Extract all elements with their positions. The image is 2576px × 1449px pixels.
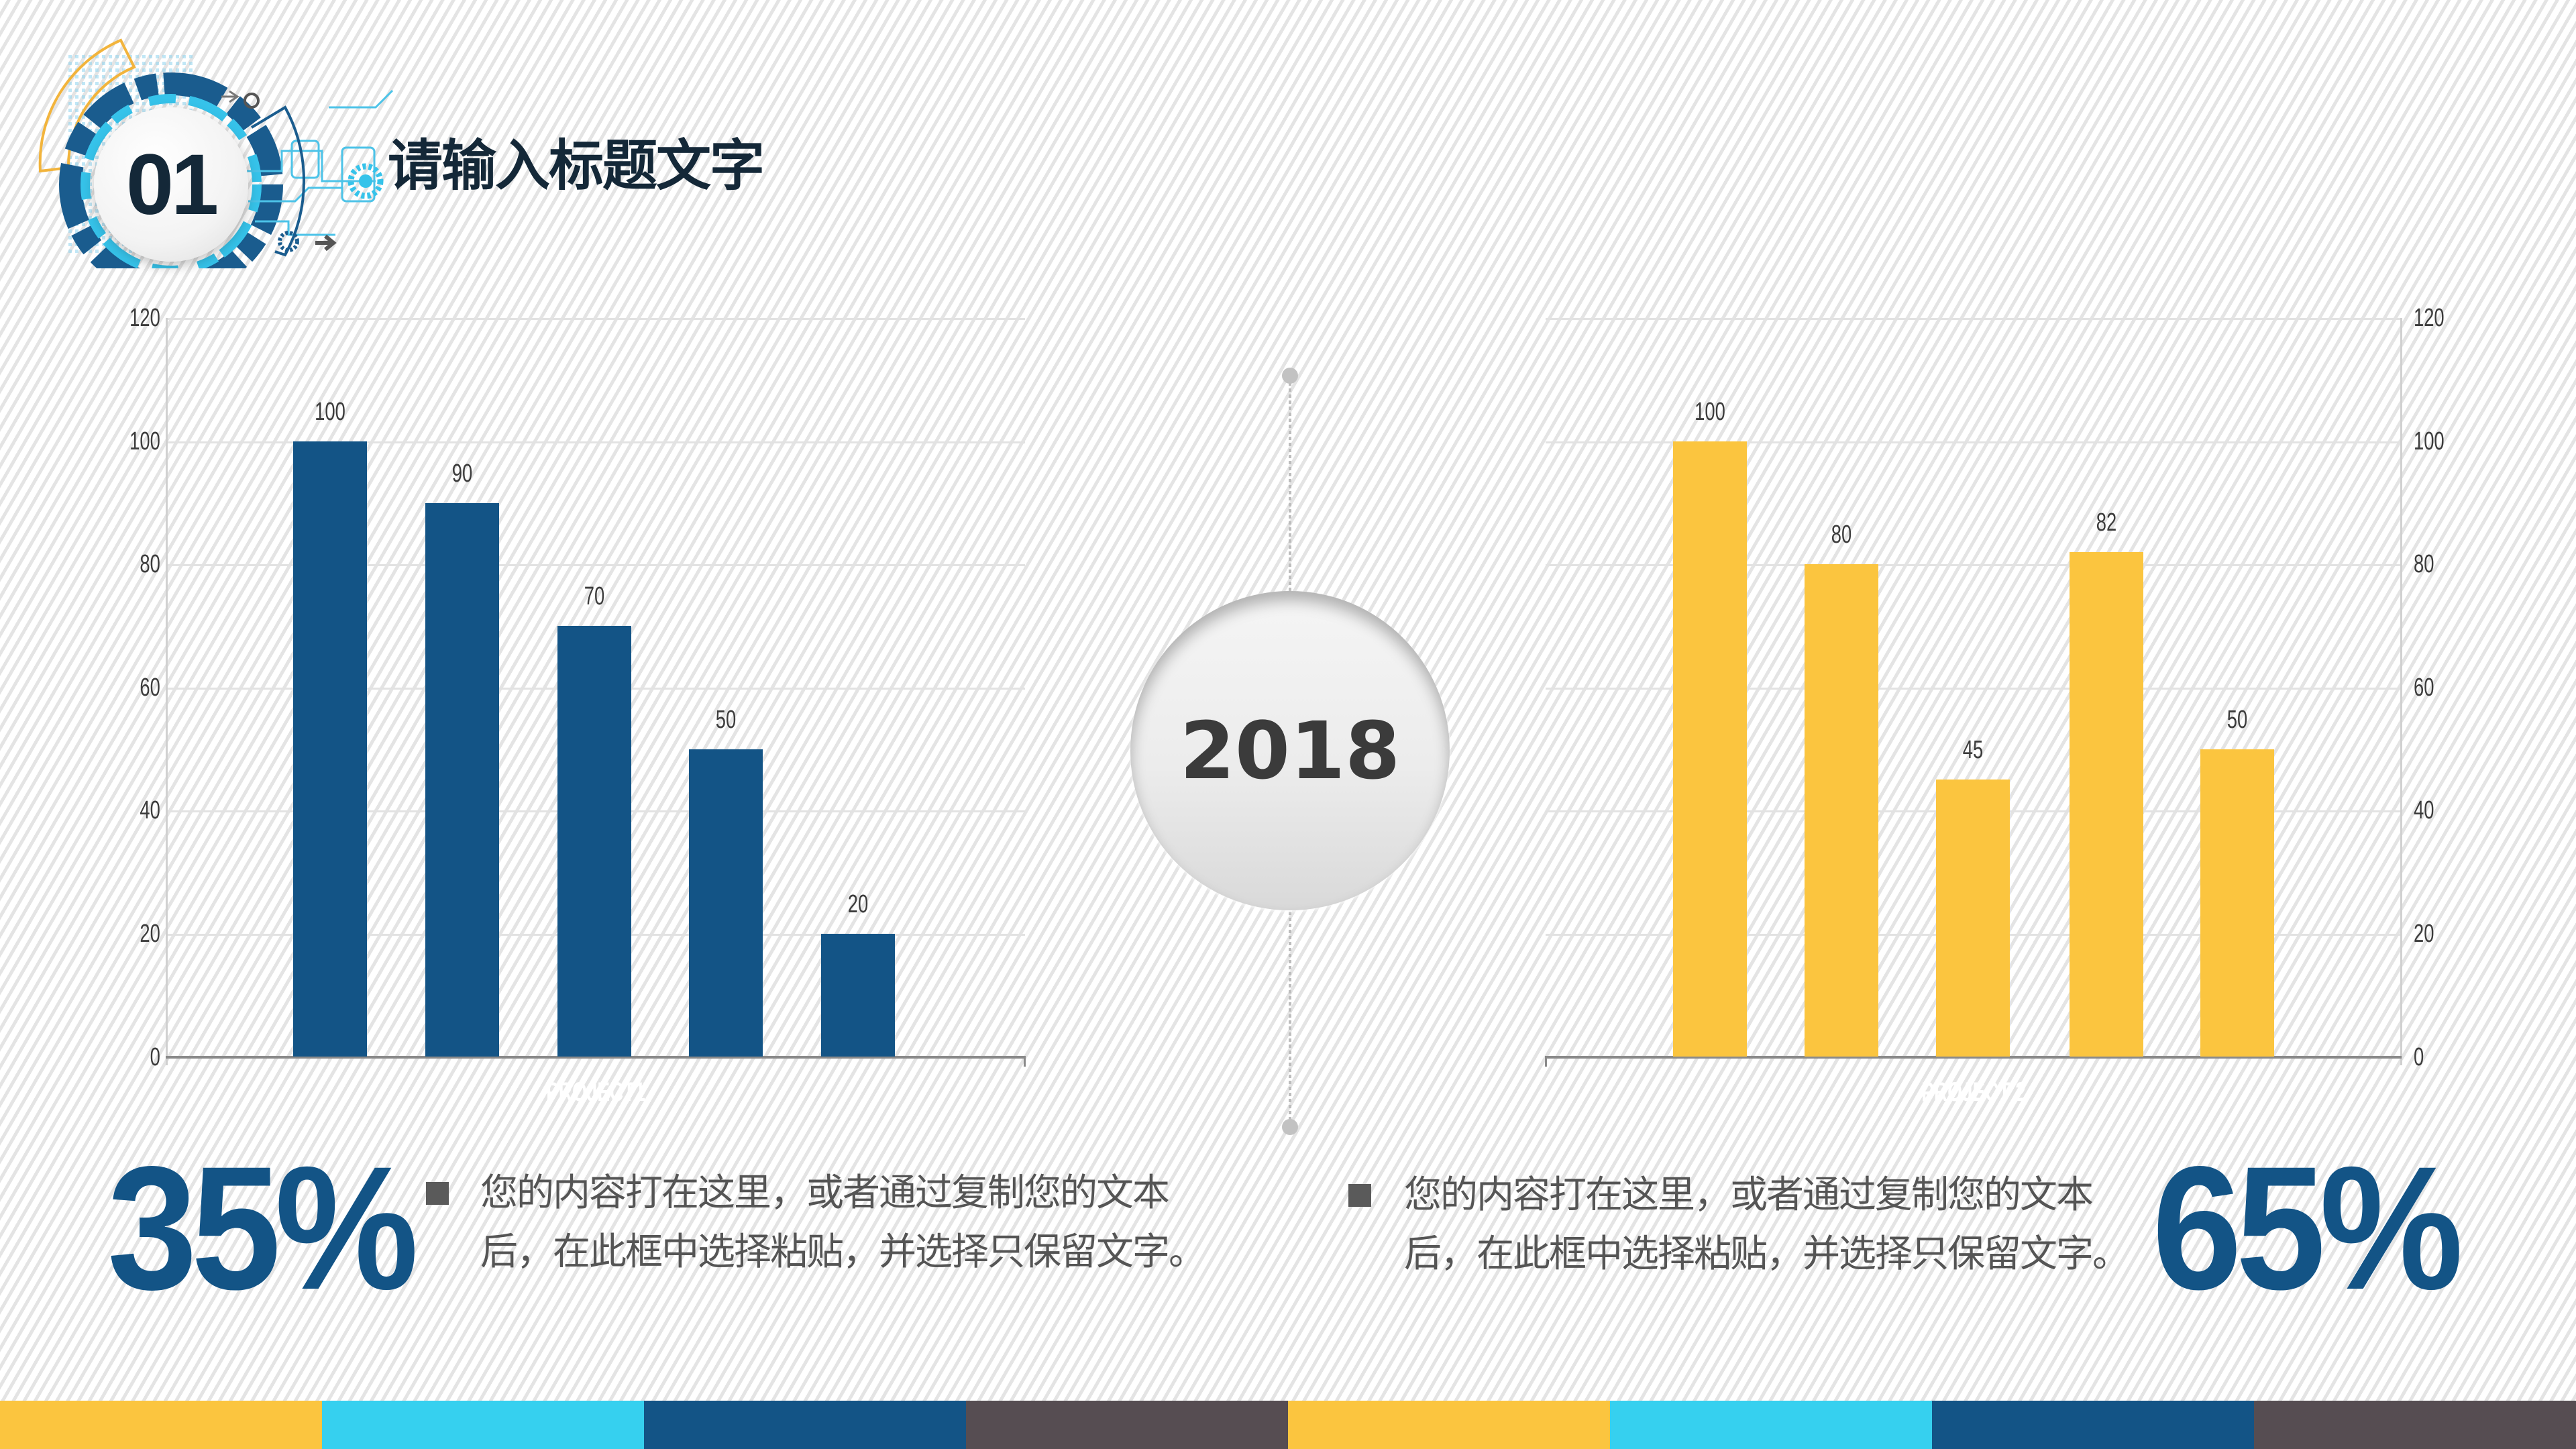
bar-5 — [821, 934, 895, 1057]
right-bullet-icon — [1348, 1184, 1371, 1207]
y-axis-line — [166, 318, 168, 1065]
bar-value-label: 50 — [715, 706, 737, 734]
bar-3 — [1936, 780, 2010, 1057]
bar-5 — [2200, 749, 2274, 1057]
y-tick-label: 80 — [2414, 550, 2434, 578]
section-number-badge: 01 — [94, 107, 248, 262]
bar-2 — [425, 503, 499, 1057]
y-tick-label: 100 — [129, 427, 160, 455]
stripe-dark-gray — [966, 1401, 1288, 1449]
gridline-100 — [166, 441, 1025, 443]
stripe-blue — [644, 1401, 966, 1449]
bar-value-label: 50 — [2226, 706, 2248, 734]
bar-value-label: 80 — [1831, 521, 1852, 549]
y-tick-label: 0 — [150, 1043, 160, 1071]
right-description-line-2: 后，在此框中选择粘贴，并选择只保留文字。 — [1404, 1232, 2130, 1276]
bar-1 — [1673, 441, 1747, 1057]
left-bullet-icon — [426, 1182, 449, 1205]
bar-value-label: 90 — [451, 460, 473, 488]
stripe-cyan — [322, 1401, 644, 1449]
x-axis-line — [166, 1056, 1025, 1059]
bar-4 — [2070, 552, 2143, 1057]
bar-3 — [557, 626, 631, 1057]
right-description: 您的内容打在这里，或者通过复制您的文本 后，在此框中选择粘贴，并选择只保留文字。 — [1404, 1166, 2130, 1284]
right-bar-chart: 120 100 80 60 40 20 0 100 80 45 82 50 PR… — [1545, 304, 2445, 1107]
bar-value-label: 82 — [2096, 508, 2117, 537]
timeline-line-bottom — [1289, 906, 1291, 1127]
y-tick-label: 120 — [2414, 304, 2445, 332]
bar-1 — [293, 441, 367, 1057]
y-tick-label: 100 — [2414, 427, 2445, 455]
left-percentage: 35% — [107, 1130, 419, 1326]
y-tick-label: 40 — [2414, 796, 2434, 824]
year-circle: 2018 — [1130, 591, 1450, 910]
timeline-dot-top — [1282, 368, 1298, 384]
y-tick-label: 0 — [2414, 1043, 2424, 1071]
bar-4 — [689, 749, 763, 1057]
y-tick-label: 60 — [140, 674, 160, 702]
gridline-60 — [1546, 688, 2402, 690]
y-tick-label: 120 — [129, 304, 160, 332]
gridline-120 — [166, 318, 1025, 320]
bar-value-label: 20 — [847, 890, 869, 918]
y-tick-label: 60 — [2414, 674, 2434, 702]
tech-emblem: 01 — [27, 27, 402, 268]
x-axis-line — [1546, 1056, 2402, 1059]
y-tick-label: 80 — [140, 550, 160, 578]
right-description-line-1: 您的内容打在这里，或者通过复制您的文本 — [1404, 1173, 2094, 1217]
left-description-line-1: 您的内容打在这里，或者通过复制您的文本 — [480, 1171, 1170, 1215]
category-axis-label: PROJECT 2 — [1921, 1077, 2026, 1107]
bar-2 — [1805, 564, 1878, 1057]
gridline-80 — [1546, 564, 2402, 566]
footer-color-stripes — [0, 1401, 2576, 1449]
page-title: 请输入标题文字 — [388, 134, 765, 198]
y-axis-line — [2400, 318, 2402, 1065]
gridline-80 — [166, 564, 1025, 566]
stripe-dark-gray — [2254, 1401, 2576, 1449]
gridline-100 — [1546, 441, 2402, 443]
x-axis-end-tick — [1024, 1056, 1026, 1067]
bar-value-label: 100 — [1695, 398, 1725, 426]
timeline-line-top — [1289, 382, 1291, 597]
right-percentage: 65% — [2152, 1130, 2463, 1326]
y-tick-label: 20 — [2414, 920, 2434, 948]
x-axis-start-tick — [1545, 1056, 1547, 1067]
stripe-yellow — [0, 1401, 322, 1449]
left-bar-chart: 120 100 80 60 40 20 0 100 90 70 50 20 PR… — [0, 0, 1073, 1140]
y-tick-label: 40 — [140, 796, 160, 824]
bar-value-label: 70 — [584, 582, 605, 610]
left-description-line-2: 后，在此框中选择粘贴，并选择只保留文字。 — [480, 1230, 1206, 1274]
timeline-dot-bottom — [1282, 1119, 1298, 1135]
stripe-blue — [1932, 1401, 2254, 1449]
left-description: 您的内容打在这里，或者通过复制您的文本 后，在此框中选择粘贴，并选择只保留文字。 — [480, 1164, 1206, 1282]
bar-value-label: 100 — [315, 398, 345, 426]
bar-value-label: 45 — [1962, 736, 1984, 764]
stripe-cyan — [1610, 1401, 1932, 1449]
stripe-yellow — [1288, 1401, 1610, 1449]
gridline-120 — [1546, 318, 2402, 320]
y-tick-label: 20 — [140, 920, 160, 948]
category-axis-label: PROJECT1 — [546, 1077, 645, 1107]
